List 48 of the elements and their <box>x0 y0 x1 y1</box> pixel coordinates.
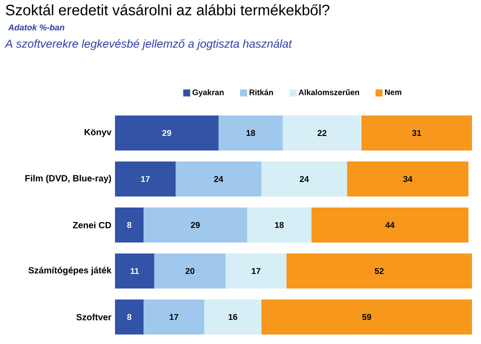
data-label: 17 <box>141 176 150 182</box>
data-label: 24 <box>214 176 224 182</box>
text: Adatok %-ban <box>8 24 64 30</box>
data-label: 16 <box>228 314 238 320</box>
data-label: 52 <box>374 268 384 274</box>
data-label: 18 <box>246 130 256 136</box>
bar <box>176 162 262 197</box>
bar <box>347 162 468 197</box>
text: A szoftverekre legkevésbé jellemző a jogtiszta használat <box>4 39 292 50</box>
data-label: 59 <box>362 314 372 320</box>
data-label: 8 <box>127 314 132 320</box>
bar <box>115 254 154 289</box>
bar <box>144 208 248 243</box>
y-tick-label: Film (DVD, Blue-ray) <box>25 174 112 184</box>
bar <box>115 162 176 197</box>
bar <box>261 162 348 197</box>
bar <box>115 116 219 151</box>
bar <box>144 300 204 335</box>
bar <box>286 254 472 289</box>
y-tick-label: Zenei CD <box>72 222 112 228</box>
bar <box>218 116 283 151</box>
bar <box>361 116 472 151</box>
data-label: 34 <box>403 176 412 182</box>
data-label: 44 <box>385 222 395 228</box>
y-tick-label: Számítógépes játék <box>28 266 112 276</box>
bar <box>226 254 286 289</box>
data-label: 24 <box>300 176 309 182</box>
data-label: 11 <box>130 268 139 274</box>
bar <box>311 208 468 243</box>
data-label: 31 <box>412 130 422 136</box>
y-tick-label: Könyv <box>84 128 112 138</box>
bar <box>282 116 362 151</box>
data-label: 22 <box>318 130 326 136</box>
bar <box>115 300 144 335</box>
data-label: 29 <box>190 222 200 228</box>
data-label: 17 <box>252 268 260 274</box>
data-label: 17 <box>170 314 178 320</box>
data-label: 20 <box>186 268 194 274</box>
bar <box>154 254 226 289</box>
bar <box>204 300 262 335</box>
bar <box>261 300 472 335</box>
bar <box>247 208 312 243</box>
data-label: 29 <box>162 130 172 136</box>
bar <box>115 208 144 243</box>
data-label: 18 <box>275 222 284 228</box>
chart-title: Szoktál eredetit vásárolni az alábbi termékekből? <box>6 4 330 16</box>
y-tick-label: Szoftver <box>76 314 112 320</box>
data-label: 8 <box>127 222 132 228</box>
